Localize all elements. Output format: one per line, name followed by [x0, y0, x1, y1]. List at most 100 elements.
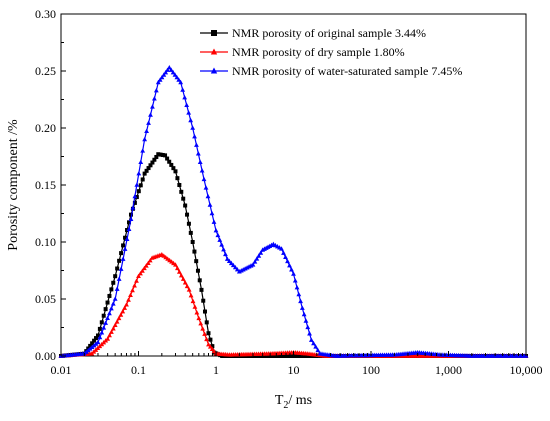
series-point	[125, 228, 130, 233]
series-point	[122, 305, 128, 310]
series-point	[207, 202, 213, 207]
series-point	[92, 338, 97, 343]
series-point	[305, 324, 311, 330]
series-point	[117, 258, 122, 263]
x-tick-label: 1	[213, 363, 219, 377]
legend-item: NMR porosity of dry sample 1.80%	[200, 45, 405, 59]
series-point	[118, 266, 124, 271]
series-point	[150, 160, 155, 165]
series-point	[194, 310, 200, 315]
series-point	[217, 237, 223, 242]
series-point	[315, 347, 321, 353]
legend: NMR porosity of original sample 3.44% NMR…	[200, 26, 462, 78]
series-line	[60, 153, 526, 357]
series-point	[173, 169, 178, 174]
series-point	[140, 177, 145, 182]
series-point	[111, 280, 116, 285]
series-point	[97, 334, 103, 340]
series-point	[285, 258, 290, 264]
series-point	[130, 287, 135, 293]
series-point	[103, 320, 109, 325]
series-point	[109, 287, 114, 292]
series-point	[148, 163, 153, 168]
series-point	[118, 312, 124, 317]
series-point	[180, 276, 186, 281]
series-point	[142, 171, 147, 176]
series-point	[178, 272, 184, 278]
series-point	[173, 262, 178, 267]
series-point	[289, 267, 294, 272]
series-point	[120, 256, 126, 261]
series-point	[166, 64, 172, 70]
series-point	[112, 296, 118, 301]
series-layer	[58, 64, 529, 358]
series-point	[209, 210, 215, 216]
series-point	[186, 110, 192, 115]
x-tick-label: 10	[288, 363, 300, 377]
series-point	[291, 271, 296, 276]
series-point	[110, 301, 116, 306]
series-point	[138, 270, 143, 276]
series-point	[138, 159, 144, 164]
series-point	[105, 336, 111, 341]
y-tick-label: 0.05	[35, 292, 56, 306]
series-point	[155, 79, 161, 85]
legend-marker	[210, 67, 218, 74]
y-tick-label: 0.00	[35, 349, 56, 363]
series-point	[146, 120, 151, 125]
x-tick-label: 10,000	[510, 363, 543, 377]
legend-label: NMR porosity of dry sample 1.80%	[232, 45, 405, 59]
series-point	[192, 249, 197, 254]
series-point	[163, 69, 169, 75]
series-point	[132, 193, 138, 199]
series-point	[200, 326, 206, 331]
series-point	[188, 230, 193, 235]
series-point	[148, 112, 153, 117]
x-axis-label-unit: / ms	[288, 393, 312, 408]
series-point	[190, 298, 196, 304]
series-point	[202, 309, 207, 314]
y-tick-label: 0.10	[35, 235, 56, 249]
series-point	[211, 348, 217, 354]
series-point	[301, 311, 307, 317]
series-point	[185, 212, 190, 217]
series-point	[178, 79, 184, 85]
series-point	[211, 219, 217, 224]
plot-area	[58, 13, 529, 358]
series-point	[124, 302, 129, 307]
series-point	[201, 298, 206, 303]
y-tick-labels: 0.00 0.05 0.10 0.15 0.20 0.25 0.30	[35, 7, 56, 363]
series-point	[294, 285, 300, 290]
series-point	[176, 77, 182, 82]
series-point	[132, 200, 137, 205]
series-point	[188, 117, 194, 123]
series-line	[60, 253, 526, 357]
y-tick-label: 0.30	[35, 7, 56, 21]
series-point	[134, 195, 139, 200]
series-point	[119, 251, 124, 256]
series-point	[128, 292, 133, 297]
y-tick-label: 0.20	[35, 121, 56, 135]
series-point	[150, 104, 155, 109]
series-point	[213, 228, 219, 233]
series-point	[195, 268, 200, 273]
series-point	[232, 264, 238, 270]
series-point	[226, 258, 232, 263]
series-point	[283, 254, 288, 259]
series-point	[175, 265, 180, 271]
series-point	[101, 313, 106, 318]
series-point	[298, 298, 303, 304]
series-point	[90, 341, 95, 346]
series-point	[156, 152, 161, 157]
legend-marker	[210, 48, 218, 55]
series-point	[95, 339, 101, 345]
series-point	[134, 278, 139, 283]
series-point	[99, 330, 105, 335]
legend-item: NMR porosity of original sample 3.44%	[200, 26, 426, 40]
series-point	[107, 293, 112, 298]
series-point	[114, 319, 120, 324]
series-2	[58, 64, 529, 358]
series-point	[121, 243, 126, 248]
series-point	[195, 151, 201, 156]
series-point	[157, 77, 163, 82]
